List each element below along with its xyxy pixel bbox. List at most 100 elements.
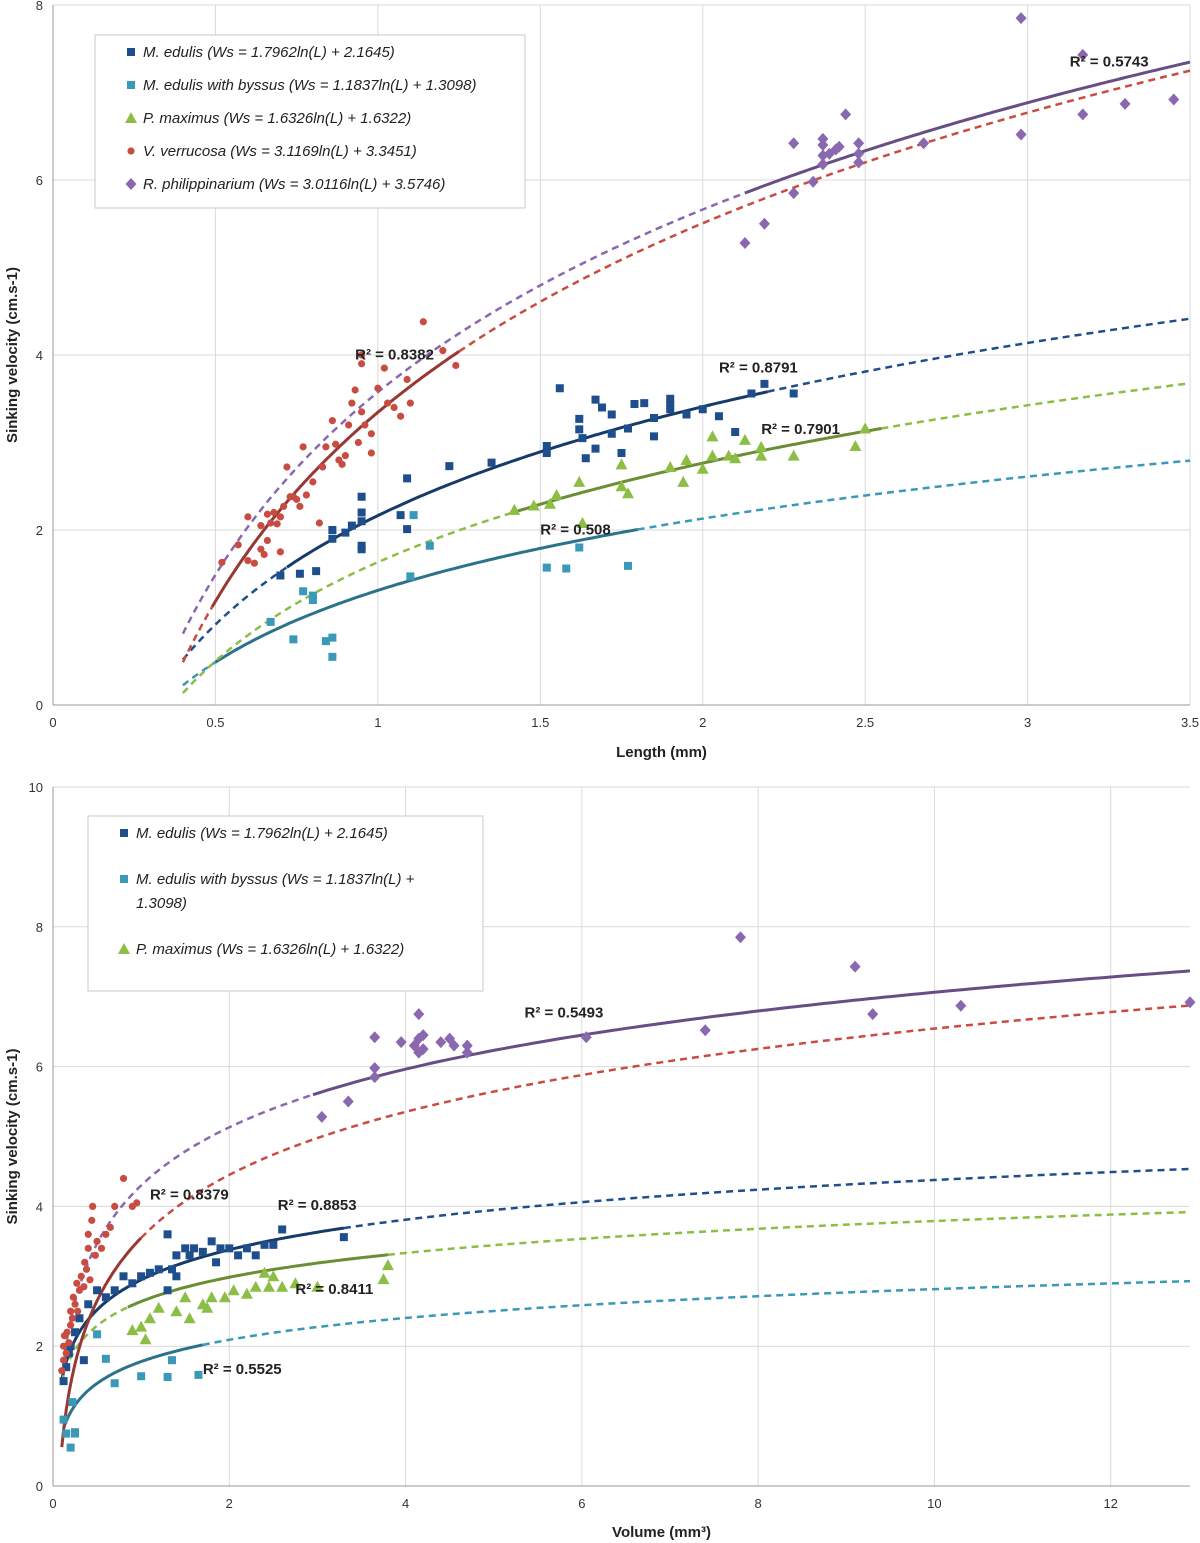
data-point [198, 1247, 207, 1256]
data-point [73, 1279, 81, 1287]
data-point [309, 478, 317, 486]
data-point [755, 449, 768, 461]
data-point [289, 1277, 302, 1289]
data-point [406, 572, 415, 581]
data-point [666, 394, 675, 403]
legend-entry: P. maximus (Ws = 1.6326ln(L) + 1.6322) [143, 110, 411, 127]
data-point [666, 405, 675, 414]
data-point [339, 1233, 348, 1242]
trendline-dashed-2 [881, 381, 1191, 430]
data-point [699, 1024, 711, 1037]
data-point [354, 438, 362, 447]
data-point [93, 1237, 101, 1245]
data-point [137, 1372, 146, 1381]
data-point [328, 417, 336, 425]
data-point [1119, 97, 1131, 110]
x-axis-title: Volume (mm³) [612, 1524, 711, 1541]
data-point [84, 1244, 92, 1252]
data-point [218, 1291, 231, 1303]
data-point [289, 635, 298, 644]
data-point [439, 347, 447, 355]
data-point [102, 1230, 110, 1238]
data-point [390, 403, 398, 412]
trendline-solid-2 [513, 427, 882, 514]
series-1-points [266, 511, 632, 661]
data-point [86, 1276, 94, 1284]
data-point [955, 999, 967, 1012]
data-point [562, 564, 571, 573]
data-point [787, 449, 800, 461]
y-tick-label: 6 [36, 173, 43, 188]
trendline-solid-4 [312, 969, 1191, 1097]
data-point [677, 475, 690, 487]
legend-entry: M. edulis (Ws = 1.7962ln(L) + 2.1645) [136, 825, 388, 842]
trendline-dashed-2 [181, 510, 515, 694]
data-point [276, 571, 285, 580]
data-point [328, 652, 337, 661]
data-point [82, 1265, 91, 1273]
data-point [260, 1240, 269, 1249]
data-point [544, 497, 557, 509]
data-point [747, 389, 756, 398]
data-point [575, 543, 584, 552]
data-point [163, 1372, 172, 1381]
data-point [293, 495, 301, 503]
trendline-dashed-0 [181, 566, 288, 661]
data-point [403, 375, 411, 384]
r2-label: R² = 0.8791 [719, 360, 798, 377]
data-point [758, 217, 770, 230]
trendline-dashed-4 [181, 191, 746, 635]
data-point [244, 557, 252, 565]
r2-label: R² = 0.5525 [203, 1361, 282, 1378]
data-point [581, 454, 590, 463]
data-point [615, 480, 628, 492]
data-point [312, 567, 321, 576]
x-tick-label: 2.5 [856, 715, 874, 730]
data-point [833, 140, 845, 153]
data-point [154, 1265, 163, 1274]
data-point [357, 517, 366, 526]
data-point [640, 399, 649, 408]
data-point [448, 1039, 460, 1052]
data-point [81, 1258, 89, 1266]
data-point [859, 422, 872, 434]
data-point [167, 1356, 176, 1365]
data-point [384, 399, 392, 407]
data-point [71, 1328, 80, 1337]
data-point [734, 931, 746, 944]
data-point [167, 1265, 176, 1274]
data-point [101, 1354, 110, 1363]
data-point [315, 519, 323, 527]
data-point [250, 559, 259, 567]
legend-marker [118, 943, 130, 954]
data-point [338, 460, 346, 468]
data-point [119, 1272, 128, 1281]
data-point [152, 1301, 165, 1313]
trendline-solid-3 [60, 1236, 143, 1448]
data-point [328, 534, 337, 543]
trendline-dashed-3 [181, 606, 214, 663]
data-point [77, 1272, 85, 1280]
trendline-dashed-3 [140, 1004, 1191, 1239]
data-point [807, 175, 819, 188]
data-point [273, 520, 281, 528]
data-point [316, 1110, 328, 1123]
data-point [179, 1291, 192, 1303]
data-point [276, 513, 284, 521]
data-point [542, 563, 551, 572]
data-point [403, 474, 412, 483]
data-point [63, 1328, 71, 1336]
y-tick-label: 4 [36, 1199, 43, 1214]
data-point [181, 1244, 190, 1253]
series-0-points [276, 379, 798, 580]
legend-entry: M. edulis with byssus (Ws = 1.1837ln(L) … [143, 77, 477, 94]
data-point [403, 525, 412, 534]
legend-entry: V. verrucosa (Ws = 3.1169ln(L) + 3.3451) [143, 143, 417, 160]
r2-label: R² = 0.5743 [1070, 53, 1149, 70]
legend-marker [125, 178, 137, 190]
y-tick-label: 8 [36, 0, 43, 13]
x-tick-label: 8 [754, 1496, 761, 1511]
data-point [445, 462, 454, 471]
data-point [369, 1061, 381, 1074]
data-point [269, 1240, 278, 1249]
